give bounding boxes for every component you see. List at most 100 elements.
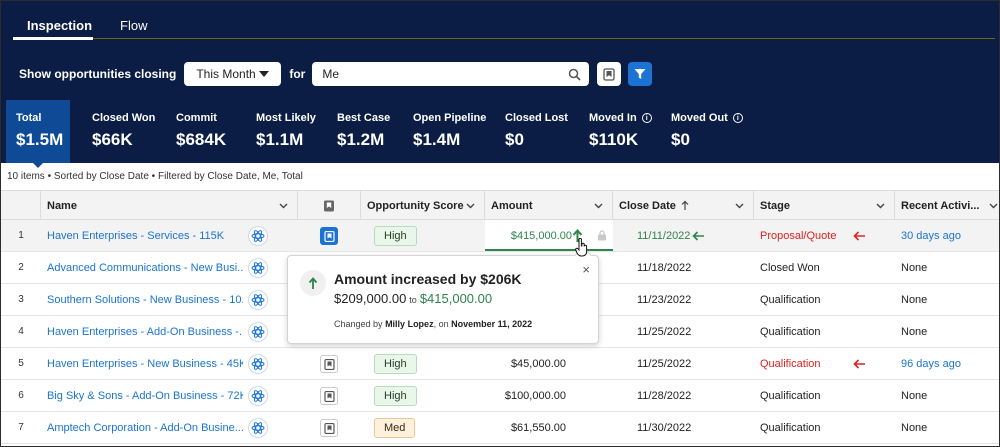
opportunity-link[interactable]: Amptech Corporation - Add-On Busine... — [47, 421, 243, 434]
filter-bar: Show opportunities closing This Month fo… — [19, 61, 653, 87]
tab-divider — [13, 38, 995, 39]
stage-value: Qualification — [760, 421, 821, 434]
close-date-value: 11/18/2022 — [637, 261, 692, 274]
metric-value: $0 — [671, 130, 690, 149]
chevron-down-icon[interactable] — [465, 200, 476, 211]
arrow-left-icon — [853, 359, 865, 369]
opportunity-link[interactable]: Southern Solutions - New Business - 10..… — [47, 293, 243, 306]
column-header-close-date[interactable]: Close Date — [613, 191, 754, 220]
amount-value: $100,000.00 — [504, 389, 566, 402]
column-header-recent-activity[interactable]: Recent Activi... — [895, 191, 999, 220]
tab-flow[interactable]: Flow — [120, 18, 148, 33]
amount-cell-highlight — [485, 220, 613, 251]
selected-metric-pointer — [33, 163, 43, 168]
metric-value: $684K — [176, 130, 227, 149]
active-tab-indicator — [13, 37, 93, 40]
table-row[interactable]: 6 Big Sky & Sons - Add-On Business - 72K… — [1, 380, 999, 412]
filter-label: Show opportunities closing — [19, 67, 177, 81]
column-header-label: Close Date — [619, 199, 676, 212]
column-header-name[interactable]: Name — [41, 191, 298, 220]
opportunity-link[interactable]: Haven Enterprises - New Business - 45K — [47, 357, 243, 370]
period-select[interactable]: This Month — [184, 62, 282, 86]
row-number-header — [1, 191, 41, 220]
column-header-bookmark[interactable] — [298, 191, 361, 220]
column-header-amount[interactable]: Amount — [485, 191, 613, 220]
row-number: 3 — [18, 294, 24, 305]
info-icon[interactable]: i — [641, 113, 652, 123]
bookmark-toggle[interactable] — [320, 419, 338, 437]
einstein-atom-icon[interactable] — [248, 354, 268, 374]
opportunity-link[interactable]: Big Sky & Sons - Add-On Business - 72K — [47, 389, 243, 402]
metric-total[interactable]: Total $1.5M — [6, 100, 70, 163]
header-panel: Inspection Flow Show opportunities closi… — [1, 1, 999, 163]
arrow-up-icon[interactable] — [572, 229, 583, 243]
opportunity-link[interactable]: Haven Enterprises - Add-On Business -... — [47, 325, 243, 338]
bookmark-icon — [323, 390, 335, 402]
einstein-atom-icon[interactable] — [248, 386, 268, 406]
metric-label-row: Moved In i — [589, 112, 652, 124]
bookmark-toggle[interactable] — [320, 355, 338, 373]
filter-button[interactable] — [628, 62, 653, 86]
column-header-score[interactable]: Opportunity Score — [361, 191, 485, 220]
recent-activity-link[interactable]: 96 days ago — [901, 357, 961, 370]
einstein-atom-icon[interactable] — [248, 258, 268, 278]
recent-activity-link[interactable]: 30 days ago — [901, 229, 961, 242]
metric-value: $0 — [505, 130, 524, 149]
recent-activity-value: None — [901, 421, 928, 434]
metric-label: Open Pipeline — [413, 112, 487, 124]
popover-values: $209,000.00 to $415,000.00 — [334, 291, 492, 306]
info-icon[interactable]: i — [732, 113, 743, 123]
metric-value: $66K — [92, 130, 133, 149]
metric-label: Total — [16, 112, 42, 124]
hand-cursor-icon — [575, 238, 588, 257]
close-date-value: 11/25/2022 — [637, 357, 692, 370]
score-badge: High — [374, 386, 417, 406]
bookmark-icon — [324, 200, 334, 211]
owner-search-value: Me — [322, 67, 340, 81]
owner-search-input[interactable]: Me — [312, 62, 590, 86]
metric-value: $1.4M — [413, 130, 461, 149]
bookmark-icon — [603, 67, 615, 81]
score-badge: Med — [374, 418, 416, 438]
period-select-value: This Month — [196, 67, 256, 81]
einstein-atom-icon[interactable] — [248, 290, 268, 310]
row-number: 2 — [18, 262, 24, 273]
bookmark-icon — [323, 358, 335, 370]
metric-label: Most Likely — [256, 112, 316, 124]
arrow-left-icon — [692, 231, 704, 241]
stage-value: Proposal/Quote — [760, 229, 837, 242]
chevron-down-icon[interactable] — [734, 200, 745, 211]
opportunity-link[interactable]: Haven Enterprises - Services - 115K — [47, 229, 225, 242]
search-icon — [569, 68, 581, 81]
bookmark-toggle[interactable] — [320, 227, 338, 245]
opportunity-link[interactable]: Advanced Communications - New Busi... — [47, 261, 243, 274]
recent-activity-value: None — [901, 389, 928, 402]
table-row[interactable]: 7 Amptech Corporation - Add-On Busine...… — [1, 412, 999, 444]
popover-title: Amount increased by $206K — [334, 271, 522, 287]
bookmark-icon — [323, 422, 335, 434]
column-header-label: Opportunity Score — [367, 199, 464, 212]
chevron-down-icon[interactable] — [278, 200, 289, 211]
table-row[interactable]: 5 Haven Enterprises - New Business - 45K… — [1, 348, 999, 380]
amount-value: $415,000.00 — [510, 229, 572, 242]
popover-change-info: Changed by Milly Lopez, on November 11, … — [334, 319, 532, 329]
metric-label: Moved Out — [671, 112, 728, 124]
metric-value: $1.5M — [16, 130, 64, 149]
einstein-atom-icon[interactable] — [248, 226, 268, 246]
column-header-stage[interactable]: Stage — [754, 191, 895, 220]
bookmark-toggle[interactable] — [320, 387, 338, 405]
tab-inspection[interactable]: Inspection — [27, 18, 93, 33]
chevron-down-icon[interactable] — [875, 200, 886, 211]
metric-label: Best Case — [337, 112, 391, 124]
einstein-atom-icon[interactable] — [248, 322, 268, 342]
table-header: Name Opportunity Score Amount Close Date… — [1, 190, 999, 220]
table-row[interactable]: 1 Haven Enterprises - Services - 115K Hi… — [1, 220, 999, 252]
metric-label: Commit — [176, 112, 217, 124]
stage-value: Qualification — [760, 293, 821, 306]
chevron-down-icon[interactable] — [593, 200, 604, 211]
bookmark-filter-button[interactable] — [597, 62, 622, 86]
einstein-atom-icon[interactable] — [248, 418, 268, 438]
close-icon[interactable]: × — [582, 262, 590, 277]
chevron-down-icon[interactable] — [988, 200, 999, 211]
lock-icon — [598, 230, 606, 241]
